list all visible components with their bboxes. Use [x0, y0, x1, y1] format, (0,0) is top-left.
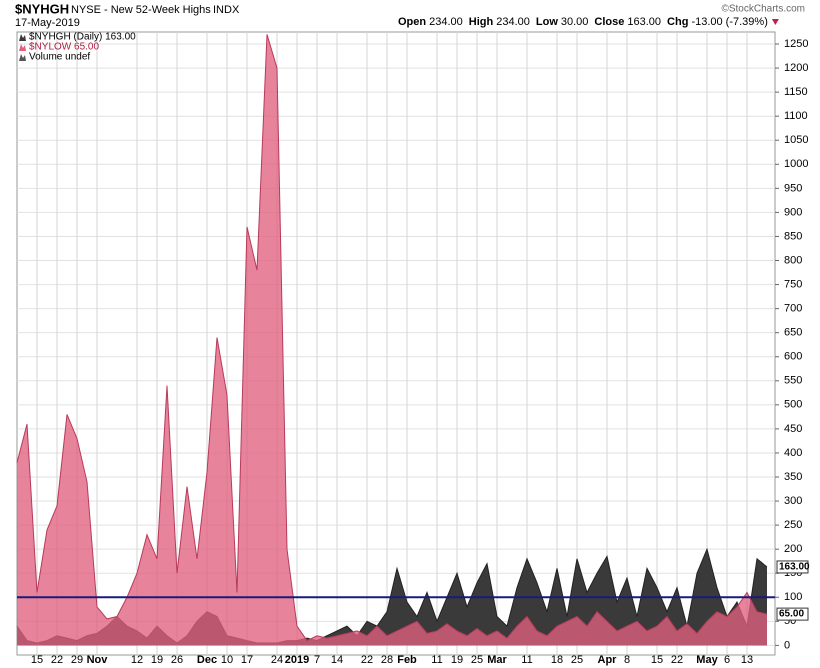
y-tick-label: 250 [784, 519, 802, 531]
y-tick-label: 1050 [784, 134, 808, 146]
chart-title: NYSE - New 52-Week Highs [71, 4, 211, 16]
y-tick-label: 1100 [784, 110, 808, 122]
x-tick-label: 19 [151, 654, 163, 666]
x-tick-label: 6 [724, 654, 730, 666]
quote-value: 234.00 [496, 16, 530, 28]
y-tick-label: 750 [784, 278, 802, 290]
x-tick-label: 13 [741, 654, 753, 666]
x-tick-label: 11 [521, 654, 532, 666]
exchange: INDX [213, 4, 240, 16]
x-tick-label: 12 [131, 654, 143, 666]
x-tick-label: 18 [551, 654, 563, 666]
x-tick-label: 2019 [285, 654, 309, 666]
last-value-box [776, 560, 809, 574]
y-tick-label: 1200 [784, 62, 808, 74]
y-tick-label: 100 [784, 591, 802, 603]
y-tick-label: 0 [784, 639, 790, 651]
y-tick-label: 600 [784, 351, 802, 363]
area [17, 34, 767, 646]
last-value-label: 163.00 [779, 562, 810, 573]
x-tick-label: 10 [221, 654, 233, 666]
y-tick-label: 950 [784, 182, 802, 194]
line [16, 34, 768, 642]
y-tick-label: 900 [784, 206, 802, 218]
x-tick-label: 25 [471, 654, 483, 666]
x-tick-label: 15 [651, 654, 663, 666]
x-tick-label: 11 [431, 654, 442, 666]
x-tick-label: May [696, 654, 718, 666]
y-tick-label: 350 [784, 471, 802, 483]
quote-label: Low [536, 16, 558, 28]
credit: ©StockCharts.com [721, 4, 805, 15]
quote-label: High [469, 16, 494, 28]
x-tick-label: Dec [197, 654, 217, 666]
quote-value: -13.00 (-7.39%) [691, 16, 767, 28]
y-tick-label: 650 [784, 327, 802, 339]
x-tick-label: 28 [381, 654, 393, 666]
quote-label: Close [594, 16, 624, 28]
last-value-label: 65.00 [779, 609, 804, 620]
x-tick-label: 22 [361, 654, 373, 666]
y-tick-label: 500 [784, 399, 802, 411]
x-tick-label: 15 [31, 654, 43, 666]
y-tick-label: 300 [784, 495, 802, 507]
plot-frame [16, 31, 776, 656]
quote-label: Chg [667, 16, 688, 28]
legend-entry: Volume undef [29, 52, 90, 63]
quote-label: Open [398, 16, 426, 28]
legend-entry: $NYLOW 65.00 [29, 42, 99, 53]
x-tick-label: Feb [397, 654, 417, 666]
y-tick-label: 200 [784, 543, 802, 555]
symbol: $NYHGH [15, 1, 69, 16]
y-tick-label: 550 [784, 375, 802, 387]
legend-icon [19, 44, 26, 51]
y-tick-label: 450 [784, 423, 802, 435]
legend-icon [19, 34, 26, 41]
y-tick-label: 800 [784, 254, 802, 266]
x-tick-label: 24 [271, 654, 283, 666]
y-tick-label: 700 [784, 303, 802, 315]
x-tick-label: 14 [331, 654, 343, 666]
down-arrow [771, 19, 779, 25]
y-tick-label: 400 [784, 447, 802, 459]
legend-icon [19, 54, 26, 61]
quote-value: 163.00 [627, 16, 661, 28]
x-tick-label: Apr [598, 654, 618, 666]
y-tick-label: 1000 [784, 158, 808, 170]
quote-value: 234.00 [429, 16, 463, 28]
y-tick-label: 1150 [784, 86, 808, 98]
x-tick-label: Mar [487, 654, 507, 666]
last-value-box [776, 607, 809, 621]
quote-value: 30.00 [561, 16, 589, 28]
date: 17-May-2019 [15, 17, 80, 29]
y-tick-label: 1250 [784, 38, 808, 50]
x-tick-label: Nov [87, 654, 109, 666]
x-tick-label: 7 [314, 654, 320, 666]
x-tick-label: 19 [451, 654, 463, 666]
x-tick-label: 17 [241, 654, 253, 666]
x-tick-label: 22 [51, 654, 63, 666]
x-tick-label: 29 [71, 654, 83, 666]
x-tick-label: 8 [624, 654, 630, 666]
x-tick-label: 22 [671, 654, 683, 666]
y-tick-label: 850 [784, 230, 802, 242]
x-tick-label: 25 [571, 654, 583, 666]
x-tick-label: 26 [171, 654, 183, 666]
legend-entry: $NYHGH (Daily) 163.00 [29, 32, 136, 43]
